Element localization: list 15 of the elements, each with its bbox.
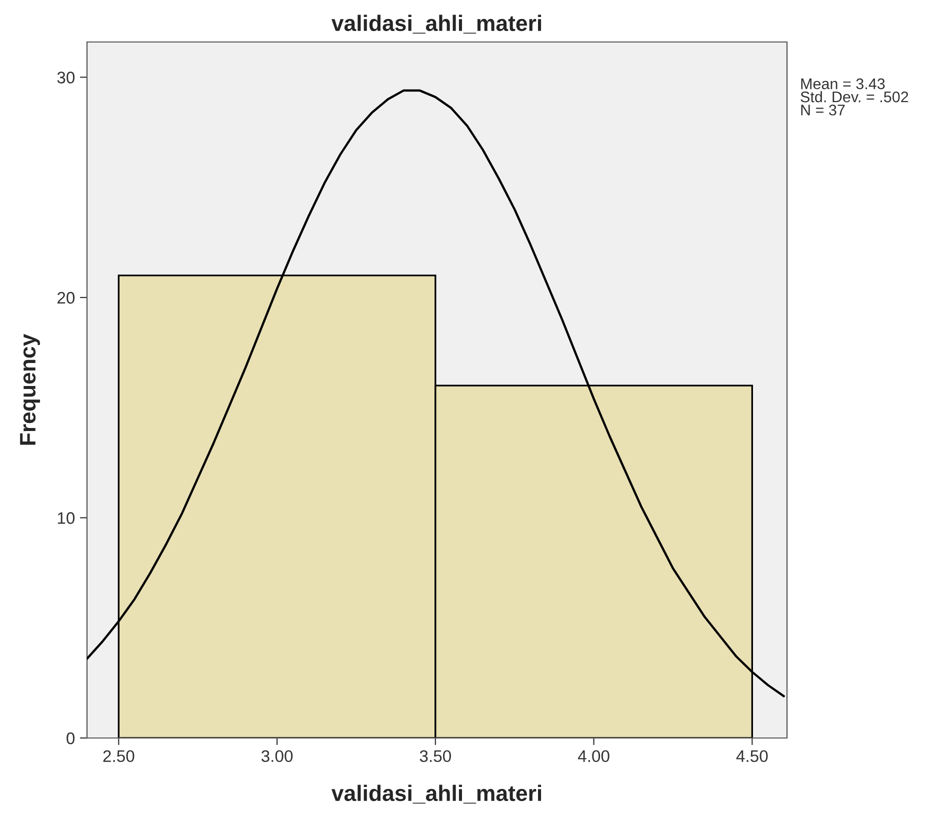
x-tick-label: 3.50 (420, 750, 451, 762)
y-tick-label: 0 (66, 732, 75, 744)
x-axis-title: validasi_ahli_materi (331, 784, 542, 804)
text: Std. Dev. = .502 (800, 91, 908, 102)
chart-title: validasi_ahli_materi (331, 14, 542, 34)
x-tick-label: 4.00 (578, 750, 610, 762)
x-tick-label: 3.00 (261, 750, 293, 762)
y-tick-label: 20 (57, 292, 75, 304)
y-tick-label: 30 (57, 72, 75, 84)
y-tick-label: 10 (58, 512, 75, 524)
x-tick-label: 4.50 (736, 750, 768, 762)
text: N = 37 (801, 104, 845, 116)
text: Mean = 3.43 (801, 78, 885, 90)
y-axis-title: Frequency (20, 334, 40, 445)
x-tick-label: 2.50 (103, 750, 134, 762)
